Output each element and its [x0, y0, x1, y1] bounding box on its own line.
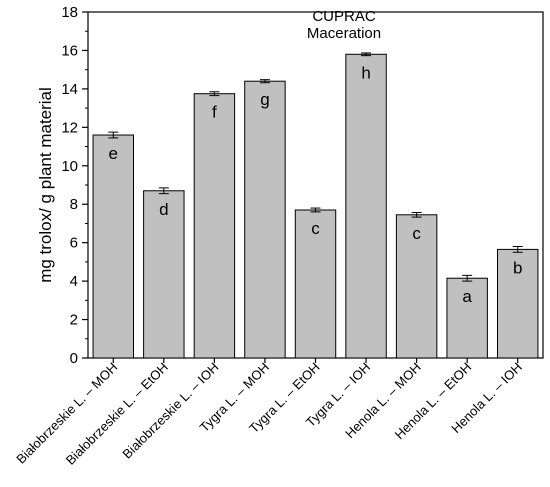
y-tick-label: 12	[61, 119, 78, 136]
chart-title: CUPRAC	[312, 8, 376, 25]
bar	[193, 93, 236, 359]
bar-annotation: c	[412, 224, 421, 243]
bar	[143, 190, 185, 359]
chart-subtitle: Maceration	[307, 25, 381, 42]
bar-annotation: b	[513, 258, 522, 277]
y-tick-label: 6	[70, 235, 78, 252]
bar	[92, 134, 134, 359]
significance-letters-layer: e d f g c h c a b	[109, 63, 523, 306]
bar	[446, 277, 488, 359]
y-tick-label: 0	[70, 350, 78, 367]
y-axis-label: mg trolox/ g plant material	[36, 87, 55, 283]
bar-annotation: f	[212, 103, 217, 122]
y-axis: 0 2 4 6 8 10 12 14 16 18	[61, 4, 88, 367]
y-tick-label: 8	[70, 196, 78, 213]
y-tick-label: 14	[61, 81, 78, 98]
bar	[244, 80, 286, 359]
bar-annotation: h	[361, 63, 370, 82]
y-tick-label: 10	[61, 158, 78, 175]
bar-annotation: a	[462, 287, 472, 306]
bar-annotation: c	[311, 219, 320, 238]
bar	[345, 53, 387, 359]
bar-annotation: e	[109, 144, 118, 163]
x-tick-label: Białobrzeskie L. – EtOH	[63, 360, 171, 468]
bar	[395, 214, 438, 359]
bar-annotation: d	[159, 200, 168, 219]
bar-annotation: g	[260, 90, 269, 109]
y-tick-label: 16	[61, 42, 78, 59]
x-tick-label: Białobrzeskie L. – IOH	[119, 360, 221, 462]
y-tick-label: 4	[70, 273, 78, 290]
x-tick-label: Białobrzeskie L. – MOH	[13, 360, 120, 467]
y-tick-label: 2	[70, 312, 78, 329]
y-tick-label: 18	[61, 4, 78, 21]
error-bars-layer	[108, 52, 523, 282]
bar	[497, 248, 539, 359]
